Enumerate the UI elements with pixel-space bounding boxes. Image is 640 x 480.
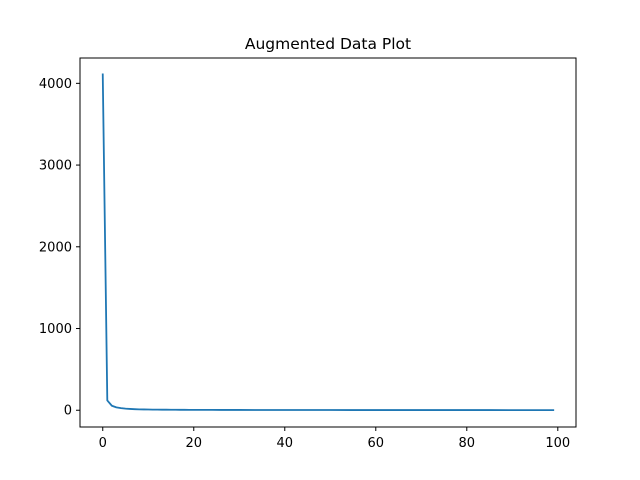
x-tick-label: 100 [545,436,570,451]
chart-title: Augmented Data Plot [245,35,411,53]
y-tick-label: 3000 [39,159,72,174]
x-tick-label: 20 [185,436,202,451]
y-axis: 0 1000 2000 3000 4000 [39,77,80,419]
axes-frame [79,57,577,428]
x-tick-label: 40 [276,436,293,451]
y-tick-label: 0 [64,404,72,419]
x-axis: 0 20 40 60 80 100 [99,427,570,451]
x-tick-label: 80 [459,436,476,451]
y-tick-label: 1000 [39,322,72,337]
series-line [101,73,555,412]
y-tick-label: 4000 [39,77,72,92]
x-tick-label: 0 [99,436,107,451]
y-tick-label: 2000 [39,240,72,255]
x-tick-label: 60 [368,436,385,451]
